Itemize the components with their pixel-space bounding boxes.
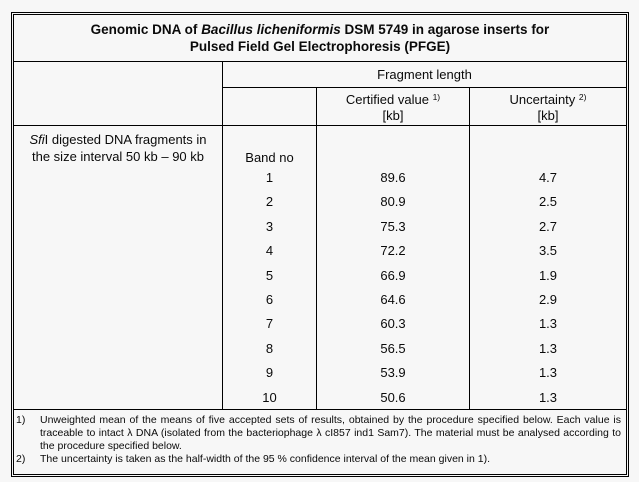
footnote-1-text: Unweighted mean of the means of five acc…: [40, 414, 621, 452]
certified-value-cell: 75.3: [380, 218, 406, 234]
certified-value-cell: 89.6: [380, 170, 406, 185]
uncertainty-cell: 3.5: [538, 243, 558, 259]
certified-value-cell: 80.9: [380, 194, 406, 210]
footnote-ref-1: 1): [432, 92, 441, 102]
uncertainty-column: 4.7 2.5 2.7 3.5 1.9 2.9 1.3 1.3 1.3 1.3: [470, 126, 626, 410]
certified-value-cell: 56.5: [380, 340, 406, 356]
band-cell: 5: [265, 267, 274, 283]
footnote-1-marker: 1): [16, 414, 26, 426]
uncertainty-cell: 1.3: [538, 316, 558, 332]
certified-value-column-header: Certified value 1) [kb]: [317, 88, 470, 126]
band-no-header: Band no: [245, 150, 294, 165]
uncertainty-cell: 2.5: [538, 194, 558, 210]
certified-value-cell: 64.6: [380, 291, 406, 307]
certified-value-label: Certified value: [345, 92, 429, 107]
title-prefix: Genomic DNA of: [90, 22, 202, 37]
sample-description-line2: the size interval 50 kb – 90 kb: [32, 149, 204, 164]
footnotes-section: 1) Unweighted mean of the means of five a…: [14, 410, 626, 474]
certified-value-cell: 66.9: [380, 267, 406, 283]
uncertainty-column-header: Uncertainty 2) [kb]: [470, 88, 626, 126]
uncertainty-cell: 2.9: [538, 291, 558, 307]
uncertainty-cell: 4.7: [538, 170, 558, 185]
uncertainty-cell: 1.3: [538, 340, 558, 356]
band-cell: 6: [265, 291, 274, 307]
fragment-length-group-header: Fragment length: [223, 62, 626, 88]
footnote-1: 1) Unweighted mean of the means of five a…: [16, 414, 621, 453]
document-frame: Genomic DNA of Bacillus licheniformis DS…: [11, 12, 629, 477]
uncertainty-unit: [kb]: [537, 108, 559, 123]
title-line2: Pulsed Field Gel Electrophoresis (PFGE): [189, 38, 451, 54]
band-cell: 3: [265, 218, 274, 234]
band-cell: 10: [262, 389, 277, 405]
band-number-column: Band no 1 2 3 4 5 6 7 8 9 10: [223, 126, 317, 410]
empty-header-cell: [14, 62, 223, 126]
uncertainty-label: Uncertainty: [509, 92, 576, 107]
sample-description: SfiI digested DNA fragments in the size …: [14, 126, 223, 410]
certified-value-cell: 60.3: [380, 316, 406, 332]
footnote-ref-2: 2): [578, 92, 587, 102]
uncertainty-cell: 1.3: [538, 389, 558, 405]
footnote-2-text: The uncertainty is taken as the half-wid…: [40, 453, 491, 465]
enzyme-name: Sfi: [29, 132, 45, 147]
sample-description-line1: I digested DNA fragments in: [44, 132, 207, 147]
title-suffix: DSM 5749 in agarose inserts for: [340, 22, 550, 37]
certified-value-unit: [kb]: [382, 108, 404, 123]
certified-value-cell: 50.6: [380, 389, 406, 405]
uncertainty-cell: 2.7: [538, 218, 558, 234]
band-cell: 2: [265, 194, 274, 210]
certified-value-cell: 72.2: [380, 243, 406, 259]
uncertainty-cell: 1.3: [538, 365, 558, 381]
band-cell: 8: [265, 340, 274, 356]
certificate-table: Genomic DNA of Bacillus licheniformis DS…: [14, 15, 626, 474]
band-cell: 1: [265, 170, 274, 185]
certified-value-cell: 53.9: [380, 365, 406, 381]
certified-value-column: 89.6 80.9 75.3 72.2 66.9 64.6 60.3 56.5 …: [317, 126, 470, 410]
band-cell: 7: [265, 316, 274, 332]
page-title: Genomic DNA of Bacillus licheniformis DS…: [14, 15, 626, 62]
uncertainty-cell: 1.9: [538, 267, 558, 283]
empty-band-header-cell: [223, 88, 317, 126]
footnote-2: 2) The uncertainty is taken as the half-w…: [16, 453, 621, 466]
band-cell: 9: [265, 365, 274, 381]
footnote-2-marker: 2): [16, 453, 26, 465]
organism-name: Bacillus licheniformis: [201, 22, 341, 37]
band-cell: 4: [265, 243, 274, 259]
